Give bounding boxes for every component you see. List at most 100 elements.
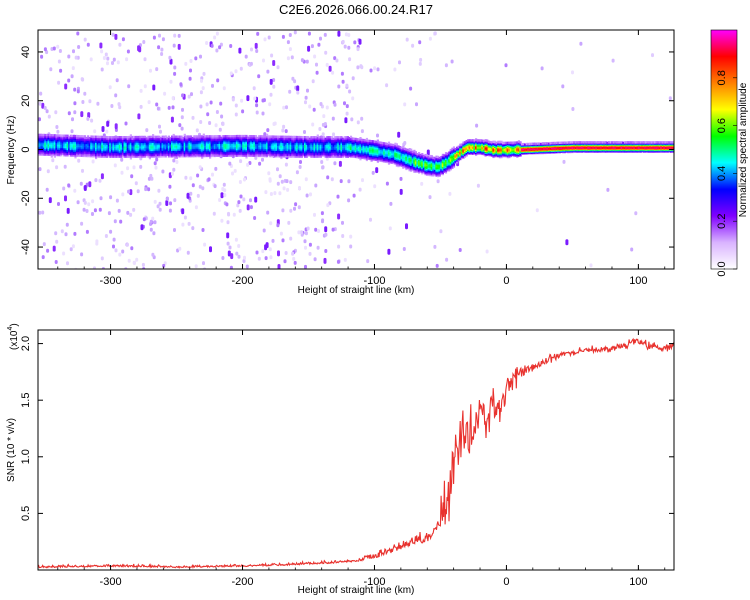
heatmap-cell [132,207,136,212]
heatmap-cell [161,37,165,42]
heatmap-ridge-cell [125,142,128,145]
heatmap-ridge-cell [422,164,425,167]
heatmap-cell [114,123,118,130]
heatmap-ridge-cell [289,139,292,142]
heatmap-ridge-cell [144,147,147,150]
heatmap-ridge-cell [384,158,387,162]
heatmap-ridge-cell [88,145,91,148]
heatmap-ridge-cell [326,150,329,154]
heatmap-ridge-cell [83,135,87,138]
heatmap-ridge-cell [376,150,379,153]
heatmap-ridge-cell [161,135,164,138]
heatmap-ridge-cell [121,140,125,144]
heatmap-ridge-cell [72,149,75,152]
heatmap-ridge-cell [334,145,337,149]
heatmap-ridge-cell [158,155,161,158]
heatmap-ridge-cell [169,153,172,156]
heatmap-ridge-cell [270,145,273,148]
heatmap-ridge-cell [47,134,50,137]
heatmap-cell [132,165,136,170]
heatmap-cell [155,157,159,162]
heatmap-ridge-cell [57,140,60,144]
heatmap-ridge-cell [60,137,63,141]
heatmap-cell [143,84,147,89]
heatmap-ridge-cell [361,149,364,152]
heatmap-ridge-cell [373,147,376,151]
heatmap-cell [112,237,116,242]
heatmap-ridge-cell [196,145,199,148]
heatmap-ridge-cell [378,154,381,158]
heatmap-ridge-cell [286,140,289,143]
heatmap-cell [267,171,271,176]
heatmap-ridge-cell [386,142,389,146]
heatmap-ridge-cell [185,148,188,151]
heatmap-ridge-cell [272,154,275,158]
heatmap-ridge-cell [186,148,189,151]
heatmap-ridge-cell [240,154,243,157]
heatmap-ridge-cell [296,144,299,147]
heatmap-ridge-cell [394,154,397,158]
heatmap-ridge-cell [446,156,449,160]
heatmap-ridge-cell [243,147,246,151]
heatmap-ridge-cell [213,136,216,140]
heatmap-ridge-cell [178,151,182,155]
heatmap-ridge-cell [323,149,326,152]
heatmap-ridge-cell [343,137,346,141]
heatmap-ridge-cell [178,153,182,156]
heatmap-ridge-cell [216,143,220,146]
heatmap-ridge-cell [145,152,148,155]
heatmap-ridge-cell [361,153,364,156]
heatmap-ridge-cell [171,140,174,143]
heatmap-ridge-cell [395,155,398,158]
heatmap-ridge-cell [99,153,102,156]
heatmap-ridge-cell [267,138,270,141]
heatmap-ridge-cell [335,147,338,150]
heatmap-ridge-cell [292,150,296,153]
heatmap-ridge-cell [416,153,419,156]
heatmap-ridge-cell [166,138,169,142]
heatmap-ridge-cell [346,136,349,139]
heatmap-cell [104,52,108,57]
heatmap-ridge-cell [429,154,432,158]
heatmap-ridge-cell [60,136,63,139]
heatmap-ridge-cell [292,147,296,150]
heatmap-ridge-cell [131,140,134,144]
heatmap-ridge-cell [52,153,55,157]
heatmap-ridge-cell [83,154,87,158]
heatmap-ridge-cell [253,151,256,154]
heatmap-ridge-cell [408,148,411,151]
heatmap-ridge-cell [391,148,394,151]
heatmap-ridge-cell [294,152,297,155]
heatmap-ridge-cell [340,136,343,139]
heatmap-ridge-cell [202,149,205,153]
heatmap-cell [387,248,391,255]
heatmap-ridge-cell [45,150,49,153]
heatmap-ridge-cell [327,145,330,149]
heatmap-ridge-cell [188,146,191,150]
heatmap-ridge-cell [289,153,292,156]
heatmap-ridge-cell [256,148,259,151]
heatmap-cell [133,261,136,265]
heatmap-ridge-cell [353,149,356,152]
heatmap-ridge-cell [351,155,354,158]
heatmap-ridge-cell [330,137,334,141]
heatmap-cell [326,175,330,180]
heatmap-cell [202,71,206,76]
heatmap-ridge-cell [356,138,359,141]
heatmap-ridge-cell [414,163,417,166]
heatmap-cell [156,106,160,111]
heatmap-ridge-cell [66,146,69,149]
heatmap-ridge-cell [121,144,125,147]
heatmap-ridge-cell [430,156,433,159]
heatmap-ridge-cell [334,149,337,152]
heatmap-ridge-cell [378,157,381,161]
heatmap-ridge-cell [213,140,216,143]
heatmap-ridge-cell [418,161,421,164]
heatmap-ridge-cell [209,143,212,146]
heatmap-ridge-cell [342,145,345,149]
heatmap-ridge-cell [354,152,357,156]
heatmap-ridge-cell [394,156,397,159]
heatmap-ridge-cell [156,137,159,140]
heatmap-cell [255,250,259,255]
